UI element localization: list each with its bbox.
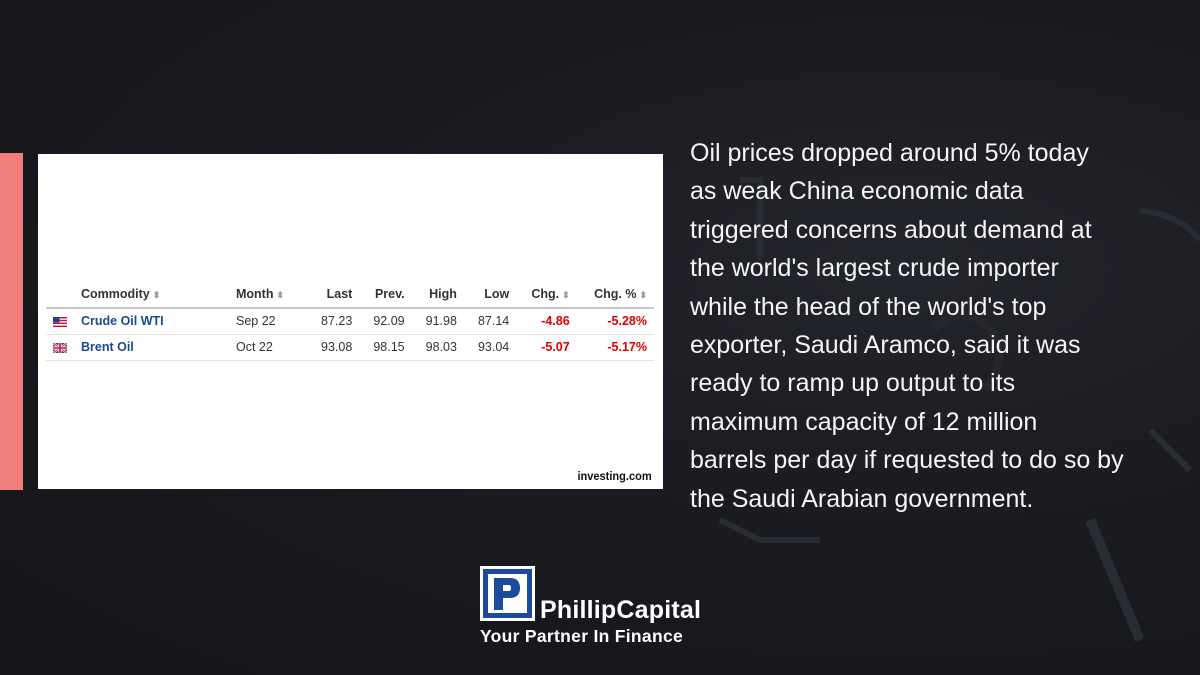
logo-mark-icon xyxy=(480,566,535,621)
last-cell: 93.08 xyxy=(307,334,360,361)
commodity-table: Commodity ⬍ Month ⬍ Last Prev. High Low Ch… xyxy=(46,281,654,361)
column-header-prev: Prev. xyxy=(359,281,412,309)
column-header-chg[interactable]: Chg. ⬍ xyxy=(516,281,577,309)
low-cell: 87.14 xyxy=(463,308,517,335)
month-cell: Sep 22 xyxy=(229,308,307,335)
p-logo-icon xyxy=(483,569,532,618)
high-cell: 98.03 xyxy=(411,334,464,361)
chg-cell: -4.86 xyxy=(516,308,577,335)
article-line: triggered concerns about demand at xyxy=(690,215,1092,244)
article-text: Oil prices dropped around 5% today as we… xyxy=(690,134,1139,518)
source-label: investing.com xyxy=(577,469,652,483)
sort-icon[interactable]: ⬍ xyxy=(562,290,570,300)
sort-icon[interactable]: ⬍ xyxy=(152,290,161,300)
chg-pct-cell: -5.28% xyxy=(576,308,654,335)
accent-bar xyxy=(0,153,23,490)
table-row: Crude Oil WTI Sep 22 87.23 92.09 91.98 8… xyxy=(46,308,654,335)
phillipcapital-logo: PhillipCapital Your Partner In Finance xyxy=(480,566,725,650)
chg-pct-cell: -5.17% xyxy=(576,334,654,361)
prev-cell: 92.09 xyxy=(359,308,412,335)
column-header-month[interactable]: Month ⬍ xyxy=(229,281,307,309)
column-header-high: High xyxy=(411,281,464,309)
article-line: Oil prices dropped around 5% today xyxy=(690,139,1089,167)
chg-cell: -5.07 xyxy=(516,334,577,361)
low-cell: 93.04 xyxy=(463,334,517,361)
brand-name: PhillipCapital xyxy=(540,596,702,624)
column-header-low: Low xyxy=(463,281,517,309)
uk-flag-icon xyxy=(53,342,67,353)
column-header-commodity[interactable]: Commodity ⬍ xyxy=(74,281,229,309)
flag-cell xyxy=(46,308,74,335)
brand-tagline: Your Partner In Finance xyxy=(480,626,684,646)
article-line: as weak China economic data xyxy=(690,177,1024,206)
article-line: ready to ramp up output to its xyxy=(690,369,1016,398)
high-cell: 91.98 xyxy=(411,308,464,335)
flag-cell xyxy=(46,334,74,361)
last-cell: 87.23 xyxy=(307,308,360,335)
article-line: exporter, Saudi Aramco, said it was xyxy=(690,331,1081,360)
commodity-table-panel: Commodity ⬍ Month ⬍ Last Prev. High Low Ch… xyxy=(38,154,663,489)
us-flag-icon xyxy=(53,316,67,327)
table-header-row: Commodity ⬍ Month ⬍ Last Prev. High Low Ch… xyxy=(46,281,654,309)
commodity-name-link[interactable]: Brent Oil xyxy=(74,334,229,361)
month-cell: Oct 22 xyxy=(229,334,307,361)
table-row: Brent Oil Oct 22 93.08 98.15 98.03 93.04… xyxy=(46,334,654,361)
sort-icon[interactable]: ⬍ xyxy=(639,290,647,300)
sort-icon[interactable]: ⬍ xyxy=(276,290,285,300)
column-header-chg-pct[interactable]: Chg. % ⬍ xyxy=(576,281,654,309)
commodity-name-link[interactable]: Crude Oil WTI xyxy=(74,308,229,335)
article-line: barrels per day if requested to do so by xyxy=(690,446,1124,475)
flag-column-header xyxy=(46,281,74,309)
article-line: maximum capacity of 12 million xyxy=(690,407,1038,436)
column-header-last: Last xyxy=(307,281,360,309)
prev-cell: 98.15 xyxy=(359,334,412,361)
article-line: the world's largest crude importer xyxy=(690,254,1059,283)
article-line: the Saudi Arabian government. xyxy=(690,484,1034,513)
article-line: while the head of the world's top xyxy=(690,292,1047,321)
